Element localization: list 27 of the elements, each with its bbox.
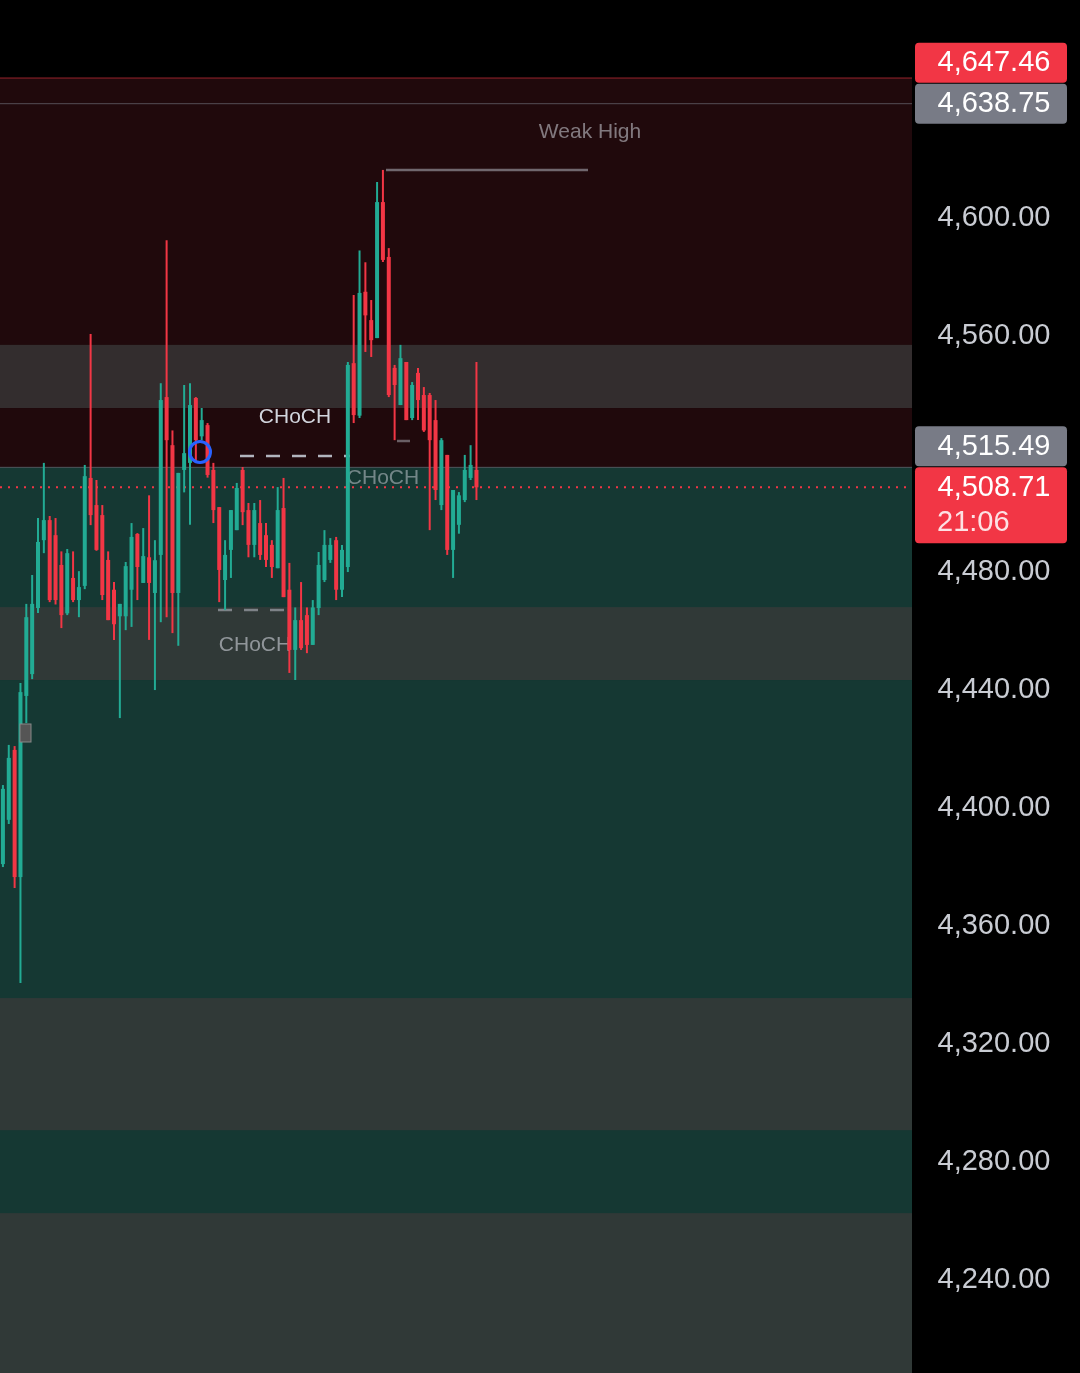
y-tick-label: 4,440.00 [937,671,1051,704]
annotation: CHoCH [258,403,332,427]
candlestick [392,363,397,442]
ref-line-label: 4,638.75 [937,86,1051,119]
y-tick-label: 4,400.00 [937,789,1051,822]
candlestick [182,383,187,494]
candlestick [71,550,76,604]
ref-line-label: 4,508.71 21:06 [937,469,1051,537]
y-tick-label: 4,480.00 [937,553,1051,586]
y-tick-label: 4,560.00 [937,317,1051,350]
candlestick [199,407,204,442]
candlestick [117,602,122,720]
candlestick [363,261,368,353]
candlestick [76,570,81,619]
candlestick [369,299,374,358]
annotation: Weak High [538,118,642,142]
candlestick [468,444,473,481]
y-tick-label: 4,320.00 [937,1025,1051,1058]
ref-line-label: 4,515.49 [937,428,1051,461]
ref-line-label: 4,647.46 [937,45,1051,78]
y-tick-label: 4,280.00 [937,1143,1051,1176]
candlestick [328,537,333,564]
candlestick [41,461,46,555]
candlestick [269,539,274,579]
y-tick-label: 4,240.00 [937,1261,1051,1294]
y-tick-label: 4,360.00 [937,907,1051,940]
y-tick-label: 4,600.00 [937,199,1051,232]
